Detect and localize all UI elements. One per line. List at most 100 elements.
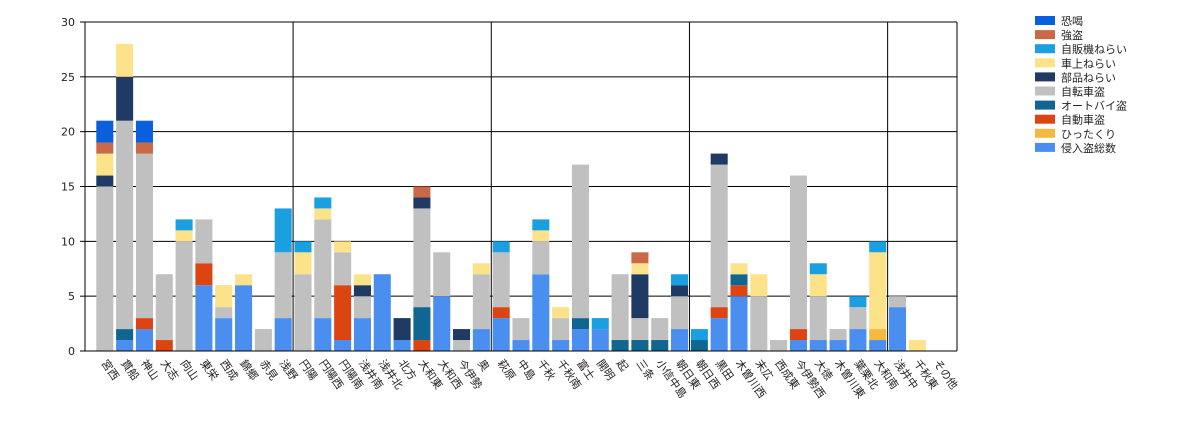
x-tick-label: 錦郷 bbox=[237, 357, 261, 383]
bar-segment bbox=[135, 329, 153, 351]
legend-swatch bbox=[1035, 142, 1055, 152]
bar-segment bbox=[770, 340, 788, 351]
bar-segment bbox=[393, 340, 411, 351]
legend-label: 自転車盗 bbox=[1061, 85, 1105, 99]
bar-segment bbox=[849, 307, 867, 330]
bar-segment bbox=[908, 340, 926, 351]
x-tick-label: 奥 bbox=[475, 357, 493, 374]
bar-segment bbox=[195, 285, 213, 351]
bar-segment bbox=[690, 329, 708, 341]
bar-segment bbox=[591, 329, 609, 351]
bar-segment bbox=[353, 274, 371, 286]
bar-segment bbox=[750, 274, 768, 297]
bar-segment bbox=[730, 263, 748, 275]
bar-segment bbox=[472, 274, 490, 330]
bar-segment bbox=[532, 274, 550, 351]
x-tick-label: 赤見 bbox=[257, 357, 280, 382]
bar-segment bbox=[631, 318, 649, 341]
legend-label: 部品ねらい bbox=[1061, 70, 1116, 84]
bar-segment bbox=[453, 329, 471, 341]
bar-segment bbox=[532, 230, 550, 242]
bar-segment bbox=[353, 285, 371, 297]
bar-segment bbox=[631, 263, 649, 275]
bar-segment bbox=[215, 285, 233, 308]
bar-segment bbox=[829, 340, 847, 351]
bar-segment bbox=[889, 296, 907, 308]
bar-segment bbox=[116, 120, 134, 330]
bar-segment bbox=[274, 208, 292, 253]
bar-segment bbox=[155, 274, 173, 341]
bar-segment bbox=[809, 340, 827, 351]
bar-segment bbox=[532, 219, 550, 231]
bar-segment bbox=[750, 296, 768, 351]
bar-segment bbox=[433, 252, 451, 297]
bar-segment bbox=[869, 340, 887, 351]
bar-segment bbox=[314, 318, 332, 351]
bar-segment bbox=[96, 142, 114, 154]
bar-segment bbox=[334, 252, 352, 286]
bar-segment bbox=[215, 307, 233, 319]
bar-segment bbox=[571, 329, 589, 351]
x-tick-label: 萩原 bbox=[495, 357, 518, 382]
bar-segment bbox=[730, 274, 748, 286]
bar-segment bbox=[274, 252, 292, 319]
bar-segment bbox=[413, 340, 431, 351]
bar-segment bbox=[116, 329, 134, 341]
legend-label: ひったくり bbox=[1061, 128, 1116, 141]
legend-swatch bbox=[1035, 86, 1055, 96]
bar-segment bbox=[869, 329, 887, 341]
bar-segment bbox=[195, 263, 213, 286]
bar-segment bbox=[135, 120, 153, 143]
bar-segment bbox=[453, 340, 471, 351]
bar-segment bbox=[373, 274, 391, 351]
bar-segment bbox=[334, 340, 352, 351]
bar-segment bbox=[472, 263, 490, 275]
bar-segment bbox=[294, 274, 312, 351]
bar-segment bbox=[889, 307, 907, 351]
bar-segment bbox=[671, 274, 689, 286]
bar-segment bbox=[809, 263, 827, 275]
y-tick-label: 0 bbox=[68, 345, 75, 358]
bar-segment bbox=[552, 307, 570, 319]
legend-swatch bbox=[1035, 72, 1055, 82]
bar-segment bbox=[175, 219, 193, 231]
legend-label: 車上ねらい bbox=[1061, 56, 1116, 70]
bar-segment bbox=[135, 318, 153, 330]
bar-segment bbox=[710, 153, 728, 165]
legend-label: 自販機ねらい bbox=[1061, 42, 1127, 56]
bar-segment bbox=[671, 285, 689, 297]
bar-segment bbox=[314, 219, 332, 319]
y-tick-label: 25 bbox=[61, 71, 75, 84]
y-tick-label: 30 bbox=[61, 16, 75, 29]
bar-segment bbox=[671, 296, 689, 330]
x-tick-label: 千秋 bbox=[534, 357, 558, 383]
bar-segment bbox=[195, 219, 213, 264]
y-tick-label: 20 bbox=[61, 126, 75, 139]
bar-segment bbox=[413, 307, 431, 341]
bar-segment bbox=[235, 285, 253, 351]
legend-label: オートバイ盗 bbox=[1061, 100, 1127, 113]
bar-segment bbox=[789, 329, 807, 341]
bar-segment bbox=[294, 252, 312, 275]
bar-segment bbox=[96, 186, 114, 351]
bar-segment bbox=[96, 120, 114, 143]
y-tick-label: 10 bbox=[61, 235, 75, 248]
x-tick-label: 向山 bbox=[178, 357, 202, 383]
bar-segment bbox=[809, 274, 827, 297]
x-tick-label: 開明 bbox=[594, 357, 617, 382]
bar-segment bbox=[334, 241, 352, 253]
bar-segment bbox=[96, 175, 114, 187]
bar-segment bbox=[730, 296, 748, 351]
bar-segment bbox=[334, 285, 352, 341]
legend-swatch bbox=[1035, 30, 1055, 40]
bar-segment bbox=[492, 241, 510, 253]
bar-segment bbox=[472, 329, 490, 351]
bar-segment bbox=[175, 241, 193, 351]
legend: 恐喝強盗自販機ねらい車上ねらい部品ねらい自転車盗オートバイ盗自動車盗ひったくり侵… bbox=[1035, 15, 1127, 155]
legend-swatch bbox=[1035, 114, 1055, 124]
bar-segment bbox=[492, 252, 510, 308]
y-tick-label: 15 bbox=[61, 181, 75, 194]
bar-segment bbox=[235, 274, 253, 286]
bar-segment bbox=[116, 76, 134, 121]
bar-segment bbox=[433, 296, 451, 351]
